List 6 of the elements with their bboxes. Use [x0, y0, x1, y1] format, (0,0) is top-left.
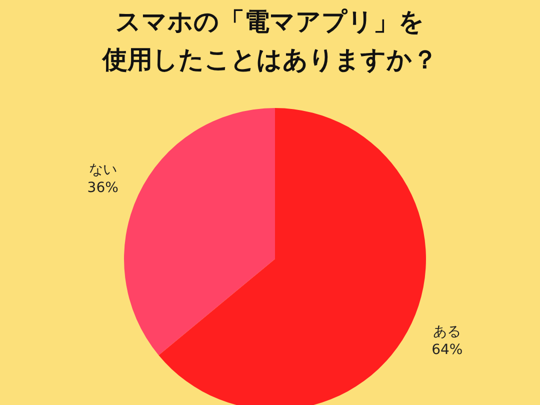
slice-label: ない — [88, 162, 117, 178]
chart-subtitle: 使用したことはありますか？ — [102, 45, 438, 74]
chart-title: スマホの「電マアプリ」を — [116, 7, 424, 36]
data-label: 36% — [87, 180, 118, 196]
slice-label: ある — [433, 324, 462, 340]
data-label: 64% — [432, 342, 463, 358]
